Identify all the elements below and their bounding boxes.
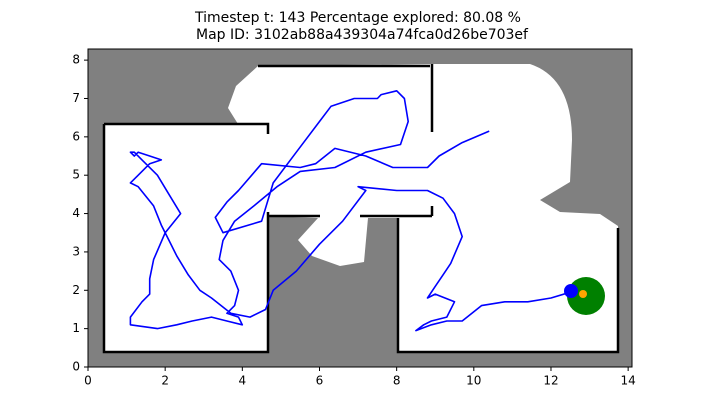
trajectory — [129, 90, 571, 332]
x-tick-label: 4 — [239, 374, 247, 388]
y-tick-label: 3 — [72, 244, 80, 258]
free-area — [228, 64, 618, 352]
y-tick-label: 6 — [72, 129, 80, 143]
chart-title: Timestep t: 143 Percentage explored: 80.… — [194, 10, 521, 26]
x-tick-label: 14 — [621, 374, 636, 388]
axes-frame — [87, 48, 633, 368]
walls — [102, 64, 620, 354]
map — [88, 49, 632, 367]
y-tick-label: 8 — [72, 53, 80, 67]
y-tick-label: 2 — [72, 283, 80, 297]
agent-heading — [579, 290, 587, 298]
chart-subtitle: Map ID: 3102ab88a439304a74fca0d26be703ef — [196, 27, 529, 43]
x-tick-label: 12 — [543, 374, 558, 388]
agent — [564, 284, 578, 298]
x-tick-label: 10 — [466, 374, 481, 388]
y-tick-label: 4 — [72, 206, 80, 220]
y-tick-label: 1 — [72, 321, 80, 335]
y-tick-label: 7 — [72, 91, 80, 105]
x-tick-label: 6 — [316, 374, 324, 388]
y-tick-label: 0 — [72, 360, 80, 374]
y-tick-label: 5 — [72, 168, 80, 182]
x-tick-label: 0 — [84, 374, 92, 388]
free-room — [104, 124, 268, 352]
x-tick-label: 8 — [393, 374, 401, 388]
x-tick-label: 2 — [161, 374, 169, 388]
